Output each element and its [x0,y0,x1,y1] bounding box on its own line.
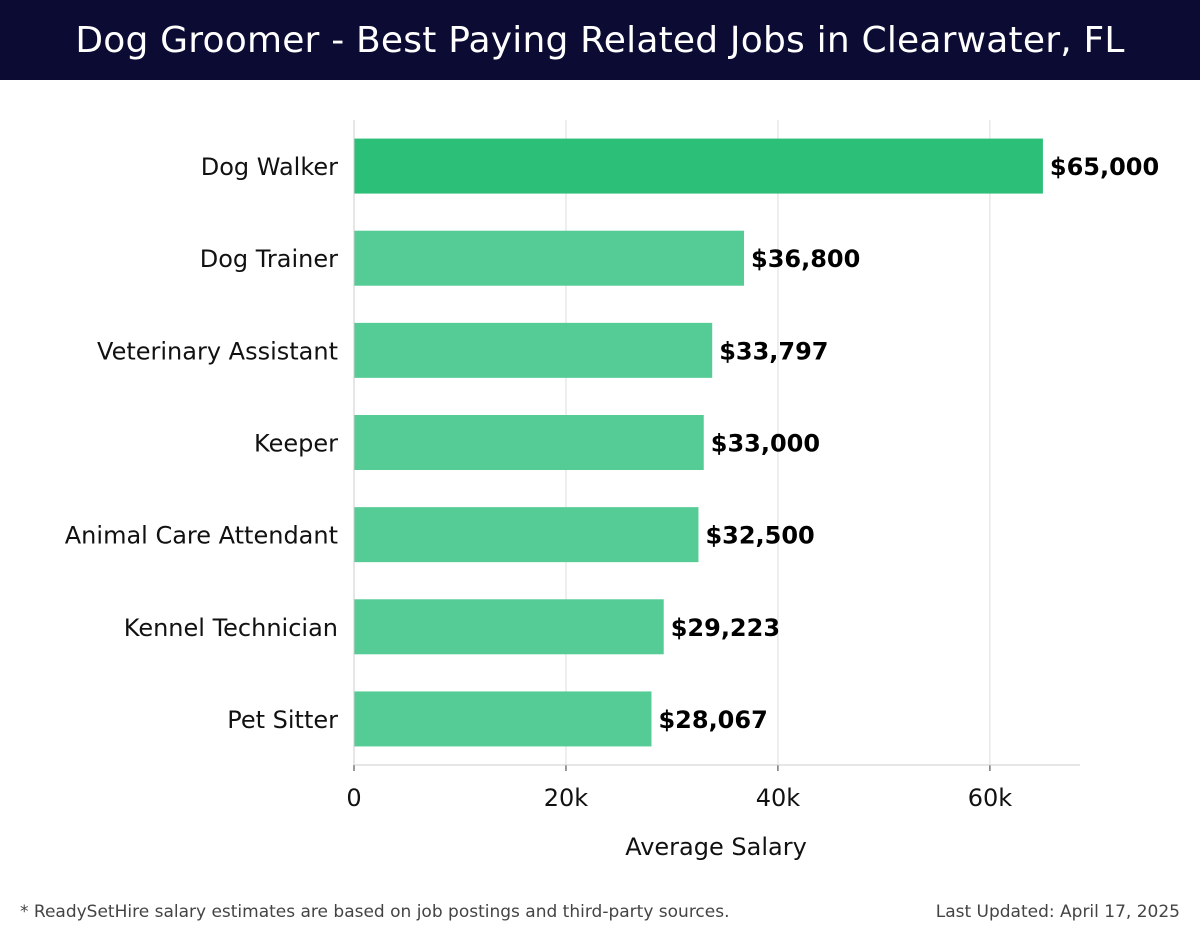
category-label: Pet Sitter [227,706,338,734]
bar-kennel-technician [354,599,664,655]
value-label: $28,067 [658,706,767,734]
x-tick-label: 60k [968,784,1013,812]
x-tick-label: 20k [544,784,589,812]
category-label: Dog Trainer [200,245,338,273]
bars: Dog Walker $65,000 Dog Trainer $36,800 Veter… [65,138,1159,747]
chart-header: Dog Groomer - Best Paying Related Jobs i… [0,0,1200,80]
category-label: Dog Walker [201,153,338,181]
value-label: $36,800 [751,245,860,273]
value-label: $32,500 [705,522,814,550]
category-label: Keeper [254,430,338,458]
x-tick-label: 0 [346,784,361,812]
bar-dog-walker [354,138,1043,194]
value-label: $65,000 [1050,153,1159,181]
bar-dog-trainer [354,230,745,286]
footer-note: * ReadySetHire salary estimates are base… [20,902,730,922]
category-label: Veterinary Assistant [97,337,338,365]
bar-animal-care-attendant [354,507,699,563]
bar-veterinary-assistant [354,322,713,378]
x-axis-label: Average Salary [625,833,807,861]
bar-keeper [354,415,704,470]
x-tick-label: 40k [756,784,801,812]
bar-pet-sitter [354,691,652,747]
category-label: Animal Care Attendant [65,522,338,550]
bar-chart: Dog Walker $65,000 Dog Trainer $36,800 Veter… [65,120,1159,861]
value-label: $29,223 [671,614,780,642]
value-label: $33,797 [719,337,828,365]
last-updated: Last Updated: April 17, 2025 [935,902,1180,922]
chart-title: Dog Groomer - Best Paying Related Jobs i… [75,19,1125,61]
value-label: $33,000 [711,430,820,458]
category-label: Kennel Technician [124,614,338,642]
axes: 0 20k 40k 60k [346,120,1080,812]
